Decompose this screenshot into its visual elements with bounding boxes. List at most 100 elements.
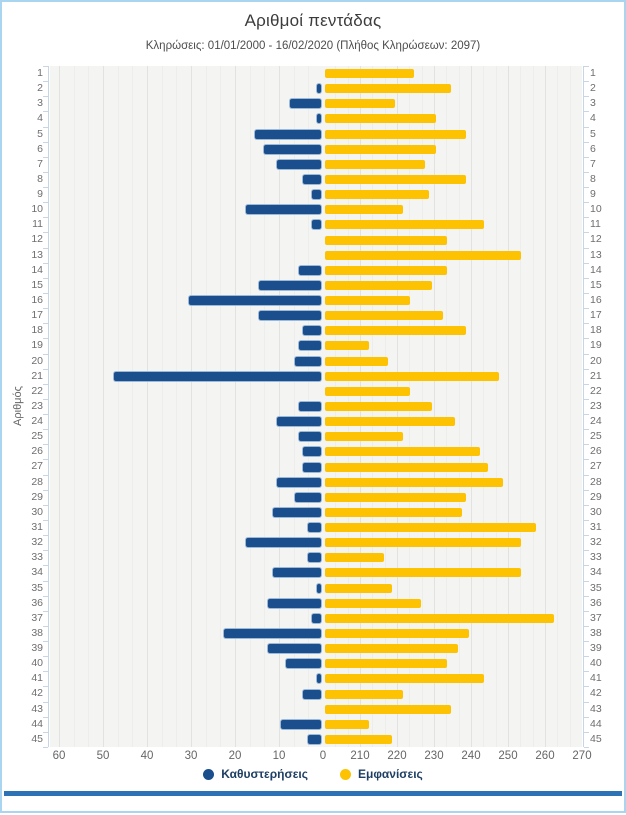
legend-item-appearances[interactable]: Εμφανίσεις [339,767,423,781]
row-number-left: 2 [37,82,43,95]
delay-bar [281,719,321,729]
row-number-right: 8 [590,172,596,185]
row-number-left: 32 [31,536,43,549]
row-tick-right [584,293,589,294]
delay-bar [299,341,321,351]
row-tick-right [584,414,589,416]
row-tick-right [584,383,589,385]
row-tick-right [584,262,589,264]
gridline [557,66,559,747]
appearances-bar [325,341,370,351]
row-number-left: 11 [32,218,43,231]
row-tick-left [43,96,48,98]
row-tick-left [43,701,48,703]
appearances-bar [325,674,485,684]
gridline [88,66,90,747]
row-tick-right [584,66,589,67]
row-number-left: 1 [37,67,43,79]
delay-bar [259,311,321,321]
row-number-left: 35 [31,581,43,594]
delay-bar [285,659,321,669]
row-number-left: 28 [31,475,43,488]
delay-bar [272,568,321,578]
gridline [59,66,60,747]
row-tick-right [584,671,589,673]
plot-area [50,66,582,747]
row-number-right: 16 [590,294,602,306]
appearances-bar [325,538,522,548]
appearances-bar [325,704,451,714]
delay-bar [316,674,321,684]
gridline [446,66,448,747]
delay-bar [268,598,321,608]
row-tick-left [43,580,48,582]
row-tick-left [43,474,48,476]
gridline [520,66,522,747]
row-tick-right [584,368,589,370]
delay-bar [259,280,321,290]
legend-dot-icon [203,768,215,780]
row-tick-right [584,504,589,506]
row-tick-left [43,247,48,249]
row-number-right: 43 [590,702,602,715]
x-axis-tick-label: 10 [272,750,286,762]
row-tick-right [584,459,589,461]
row-number-left: 18 [31,324,43,337]
row-tick-right [584,580,589,582]
row-tick-right [584,232,589,234]
row-tick-left [43,293,48,294]
row-number-right: 41 [590,672,602,685]
row-number-left: 5 [37,127,43,140]
row-number-right: 19 [590,339,602,352]
appearances-bar [325,84,451,94]
legend-item-delays[interactable]: Καθυστερήσεις [203,767,308,781]
delay-bar [307,523,321,533]
row-number-right: 7 [590,157,596,170]
row-tick-right [584,595,589,597]
appearances-bar [325,659,448,669]
delay-bar [246,205,321,215]
gridline [73,66,75,747]
row-tick-left [43,398,48,400]
row-number-left: 17 [31,309,43,322]
row-number-right: 24 [590,415,602,428]
appearances-bar [325,356,388,366]
row-tick-left [43,383,48,385]
delay-bar [303,447,321,457]
gridline [176,66,178,747]
appearances-bar [325,523,536,533]
row-tick-right [584,520,589,521]
delay-bar [299,265,321,275]
gridline [235,66,236,747]
row-number-right: 37 [590,611,602,624]
row-number-left: 13 [31,248,43,261]
row-tick-right [584,550,589,552]
gridline [293,66,295,747]
x-axis-tick-label: 250 [498,750,518,762]
delay-bar [303,175,321,184]
appearances-bar [325,190,429,200]
row-tick-right [584,398,589,400]
row-number-left: 25 [31,430,43,443]
x-axis-tick-label: 30 [184,750,198,762]
gridline [434,66,435,747]
row-number-left: 29 [31,490,43,503]
appearances-bar [325,311,444,321]
row-number-left: 12 [31,233,43,246]
row-tick-right [584,156,589,158]
row-tick-right [584,353,589,355]
row-tick-left [43,716,48,718]
row-tick-right [584,323,589,325]
row-tick-left [43,520,48,521]
row-number-left: 33 [31,551,43,564]
delay-bar [277,417,321,427]
appearances-bar [325,296,411,306]
row-tick-right [584,641,589,643]
row-tick-right [584,444,589,446]
appearances-bar [325,644,459,654]
row-number-right: 6 [590,142,596,155]
x-axis-tick-label: 210 [350,750,370,762]
delay-bar [299,402,321,411]
row-tick-left [43,232,48,234]
row-tick-right [584,111,589,113]
